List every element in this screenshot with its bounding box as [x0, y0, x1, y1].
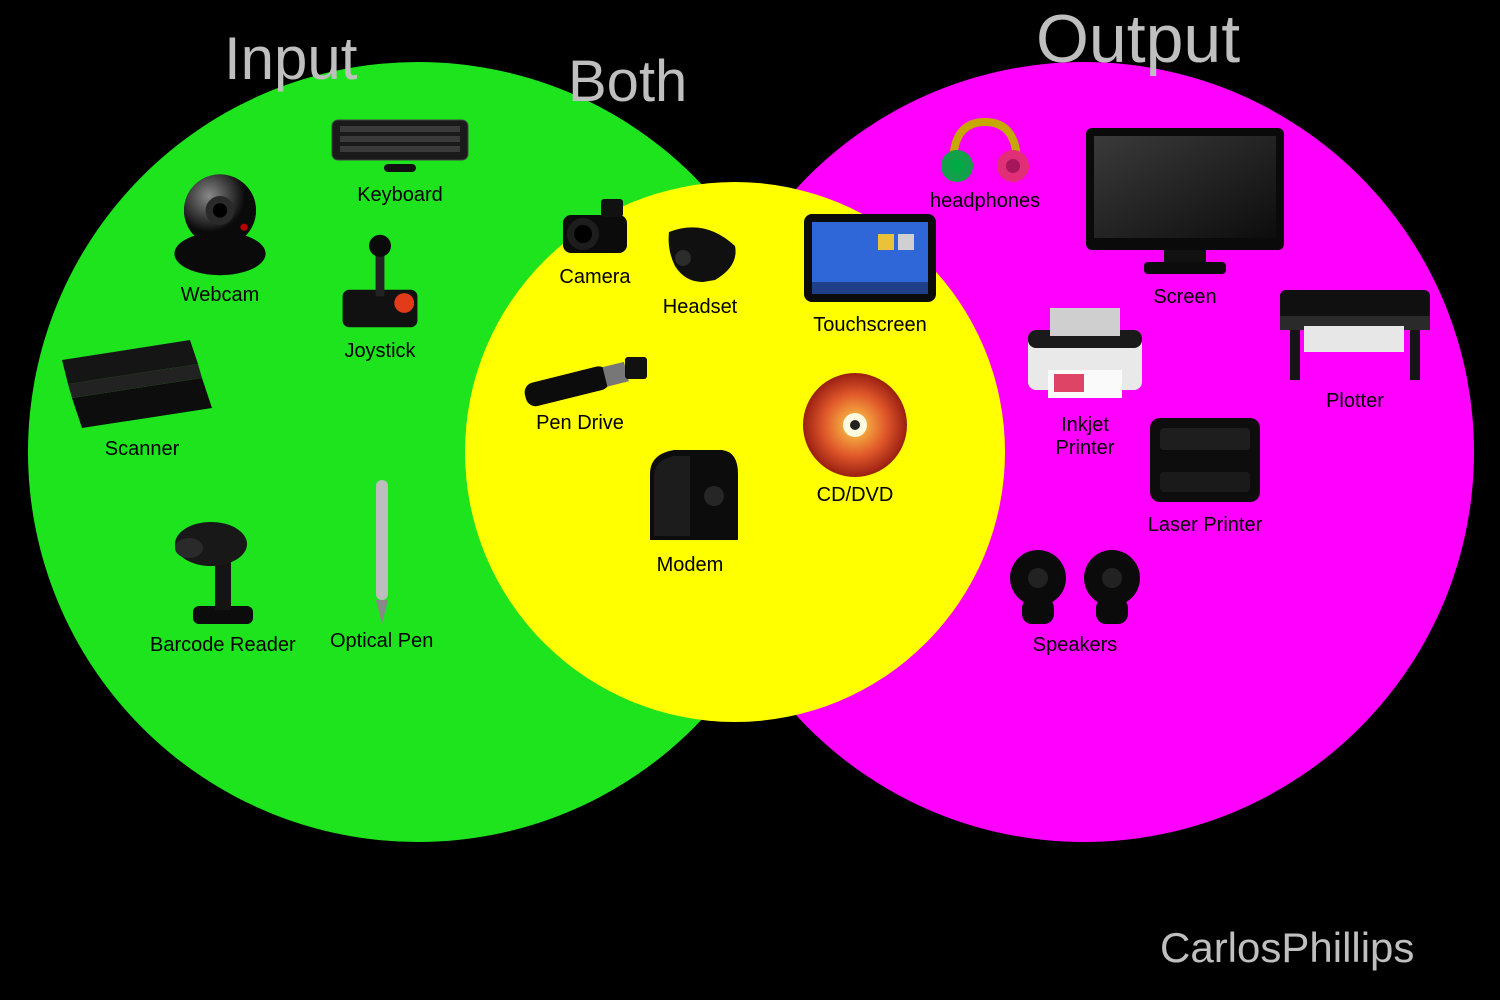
item-scanner: Scanner	[62, 316, 222, 461]
headphones-label: headphones	[930, 190, 1040, 213]
camera-label: Camera	[559, 266, 630, 289]
barcode-reader-label: Barcode Reader	[150, 634, 296, 657]
scanner-icon	[62, 316, 222, 434]
item-camera: Camera	[545, 190, 645, 289]
credit-text: CarlosPhillips	[1160, 924, 1414, 972]
speakers-icon	[1000, 540, 1150, 630]
headphones-icon	[935, 112, 1035, 186]
plotter-icon	[1270, 276, 1440, 386]
headset-label: Headset	[663, 296, 738, 319]
plotter-label: Plotter	[1326, 390, 1384, 413]
item-inkjet-printer: Inkjet Printer	[1020, 300, 1150, 460]
scanner-label: Scanner	[105, 438, 180, 461]
optical-pen-icon	[352, 476, 412, 626]
touchscreen-icon	[800, 210, 940, 310]
inkjet-printer-label: Inkjet Printer	[1056, 414, 1115, 460]
pen-drive-icon	[505, 352, 655, 408]
modem-icon	[630, 440, 750, 550]
laser-printer-icon	[1140, 400, 1270, 510]
item-headphones: headphones	[930, 112, 1040, 213]
optical-pen-label: Optical Pen	[330, 630, 433, 653]
pen-drive-label: Pen Drive	[536, 412, 624, 435]
touchscreen-label: Touchscreen	[813, 314, 926, 337]
item-cd-dvd: CD/DVD	[800, 370, 910, 507]
keyboard-label: Keyboard	[357, 184, 443, 207]
screen-label: Screen	[1153, 286, 1216, 309]
item-headset: Headset	[655, 222, 745, 319]
both-title: Both	[568, 48, 687, 115]
joystick-icon	[320, 226, 440, 336]
inkjet-printer-icon	[1020, 300, 1150, 410]
item-touchscreen: Touchscreen	[800, 210, 940, 337]
webcam-label: Webcam	[181, 284, 260, 307]
input-title: Input	[224, 24, 357, 93]
barcode-reader-icon	[158, 510, 288, 630]
item-keyboard: Keyboard	[330, 108, 470, 207]
cd-dvd-label: CD/DVD	[817, 484, 894, 507]
item-speakers: Speakers	[1000, 540, 1150, 657]
output-title: Output	[1036, 0, 1240, 78]
screen-icon	[1080, 122, 1290, 282]
item-webcam: Webcam	[160, 160, 280, 307]
item-joystick: Joystick	[320, 226, 440, 363]
speakers-label: Speakers	[1033, 634, 1118, 657]
laser-printer-label: Laser Printer	[1148, 514, 1263, 537]
camera-icon	[545, 190, 645, 262]
venn-canvas: Input Both Output Webcam	[0, 0, 1500, 1000]
item-barcode-reader: Barcode Reader	[150, 510, 296, 657]
keyboard-icon	[330, 108, 470, 180]
joystick-label: Joystick	[344, 340, 415, 363]
item-pen-drive: Pen Drive	[505, 352, 655, 435]
webcam-icon	[160, 160, 280, 280]
cd-dvd-icon	[800, 370, 910, 480]
headset-icon	[655, 222, 745, 292]
item-laser-printer: Laser Printer	[1140, 400, 1270, 537]
item-screen: Screen	[1080, 122, 1290, 309]
item-optical-pen: Optical Pen	[330, 476, 433, 653]
modem-label: Modem	[657, 554, 724, 577]
item-plotter: Plotter	[1270, 276, 1440, 413]
item-modem: Modem	[630, 440, 750, 577]
